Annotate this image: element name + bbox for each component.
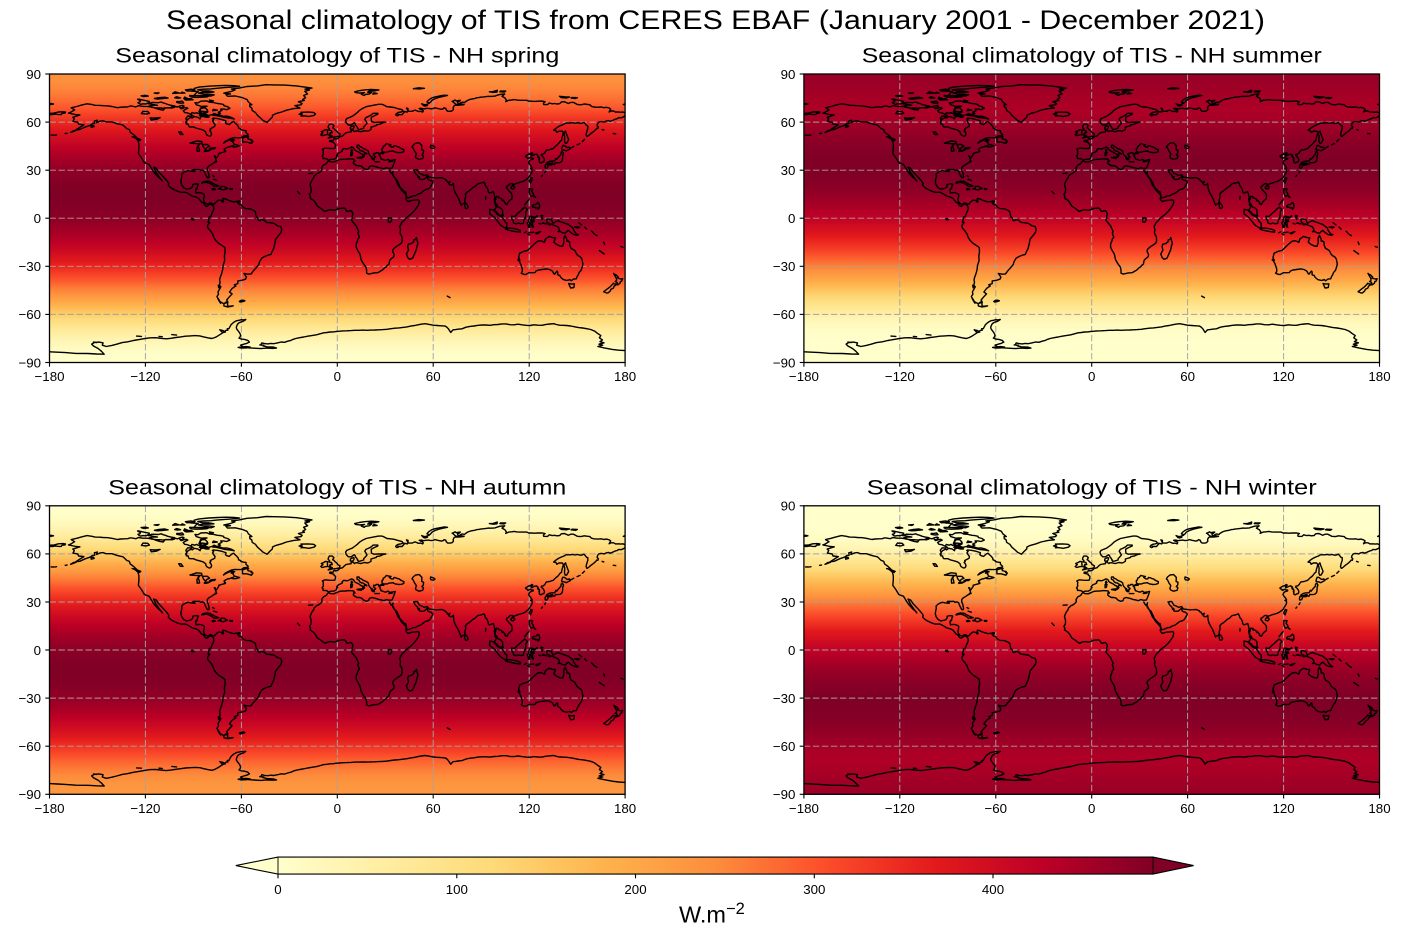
svg-text:0: 0: [34, 211, 41, 226]
svg-text:−60: −60: [18, 307, 41, 322]
svg-text:Seasonal climatology of TIS -: Seasonal climatology of TIS - NH autumn: [108, 476, 566, 499]
svg-text:0: 0: [334, 801, 341, 816]
svg-text:−60: −60: [230, 801, 253, 816]
svg-text:−120: −120: [130, 369, 160, 384]
svg-text:90: 90: [781, 499, 796, 514]
svg-text:30: 30: [26, 163, 41, 178]
svg-text:60: 60: [1180, 801, 1195, 816]
svg-text:180: 180: [614, 369, 636, 384]
svg-text:120: 120: [1273, 369, 1295, 384]
svg-text:60: 60: [781, 115, 796, 130]
svg-text:0: 0: [1088, 801, 1095, 816]
svg-text:60: 60: [426, 369, 441, 384]
svg-text:120: 120: [518, 369, 540, 384]
svg-text:−90: −90: [773, 787, 796, 802]
svg-text:90: 90: [781, 67, 796, 82]
svg-text:Seasonal climatology of TIS -: Seasonal climatology of TIS - NH spring: [115, 45, 559, 68]
svg-text:−120: −120: [885, 369, 915, 384]
svg-text:W.m−2: W.m−2: [679, 900, 745, 928]
svg-text:60: 60: [26, 547, 41, 562]
svg-text:90: 90: [26, 499, 41, 514]
svg-text:300: 300: [803, 882, 825, 897]
svg-text:180: 180: [1368, 801, 1390, 816]
svg-text:Seasonal climatology of TIS -: Seasonal climatology of TIS - NH winter: [867, 476, 1317, 499]
svg-text:Seasonal climatology of TIS fr: Seasonal climatology of TIS from CERES E…: [166, 5, 1265, 35]
svg-text:−30: −30: [773, 259, 796, 274]
svg-text:60: 60: [26, 115, 41, 130]
svg-text:0: 0: [788, 643, 795, 658]
svg-text:−180: −180: [35, 801, 65, 816]
svg-text:30: 30: [26, 595, 41, 610]
svg-text:120: 120: [1273, 801, 1295, 816]
svg-text:−60: −60: [18, 739, 41, 754]
svg-text:−60: −60: [985, 801, 1008, 816]
svg-text:200: 200: [624, 882, 646, 897]
svg-text:0: 0: [1088, 369, 1095, 384]
svg-text:60: 60: [781, 547, 796, 562]
svg-text:−120: −120: [885, 801, 915, 816]
svg-text:60: 60: [1180, 369, 1195, 384]
svg-text:−90: −90: [18, 787, 41, 802]
svg-text:60: 60: [426, 801, 441, 816]
svg-text:Seasonal climatology of TIS -: Seasonal climatology of TIS - NH summer: [862, 45, 1322, 68]
svg-text:400: 400: [982, 882, 1004, 897]
svg-text:−30: −30: [18, 691, 41, 706]
svg-text:−120: −120: [130, 801, 160, 816]
svg-text:0: 0: [788, 211, 795, 226]
svg-text:−180: −180: [789, 801, 819, 816]
svg-text:0: 0: [34, 643, 41, 658]
svg-text:−60: −60: [230, 369, 253, 384]
svg-text:−30: −30: [18, 259, 41, 274]
svg-text:−180: −180: [789, 369, 819, 384]
svg-text:−30: −30: [773, 691, 796, 706]
svg-text:180: 180: [1368, 369, 1390, 384]
svg-text:−60: −60: [773, 307, 796, 322]
svg-text:−60: −60: [773, 739, 796, 754]
svg-text:100: 100: [446, 882, 468, 897]
svg-text:120: 120: [518, 801, 540, 816]
svg-text:0: 0: [274, 882, 281, 897]
svg-text:90: 90: [26, 67, 41, 82]
svg-text:−90: −90: [773, 355, 796, 370]
svg-text:−90: −90: [18, 355, 41, 370]
svg-text:−180: −180: [35, 369, 65, 384]
svg-text:180: 180: [614, 801, 636, 816]
svg-text:0: 0: [334, 369, 341, 384]
svg-text:30: 30: [781, 595, 796, 610]
svg-text:−60: −60: [985, 369, 1008, 384]
svg-text:30: 30: [781, 163, 796, 178]
